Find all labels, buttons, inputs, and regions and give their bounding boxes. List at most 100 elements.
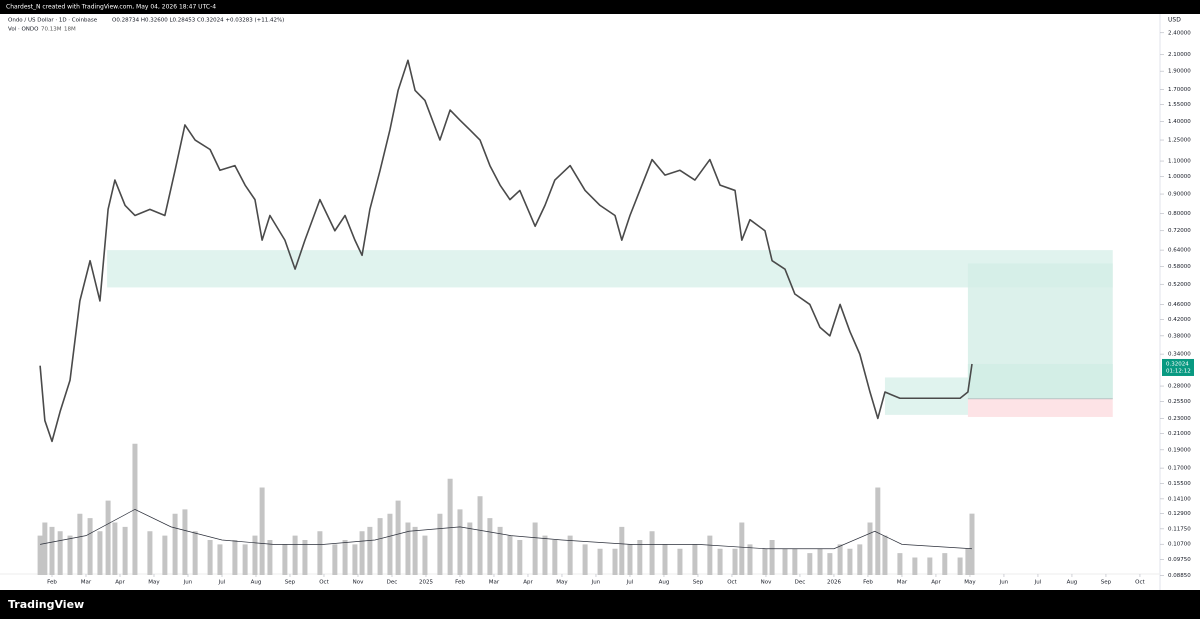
y-tick-label: 0.17000	[1168, 466, 1191, 472]
volume-ma: 18M	[64, 27, 76, 33]
y-tick-label: 2.40000	[1168, 30, 1191, 36]
y-tick-label: 0.52000	[1168, 282, 1191, 288]
volume-bar	[259, 487, 265, 575]
volume-bar	[532, 522, 538, 575]
x-tick-label: Mar	[81, 580, 92, 586]
y-tick-label: 1.00000	[1168, 174, 1191, 180]
volume-bar	[437, 513, 443, 575]
x-tick-label: Apr	[115, 580, 125, 586]
y-tick-label: 0.25500	[1168, 399, 1191, 405]
y-tick-label: 1.40000	[1168, 119, 1191, 125]
volume-bar	[969, 513, 975, 575]
volume-bar	[782, 548, 788, 575]
volume-bar	[342, 540, 348, 575]
volume-bar	[582, 544, 588, 575]
volume-bar	[637, 540, 643, 575]
y-tick-label: 0.72000	[1168, 228, 1191, 234]
x-tick-label: Nov	[761, 580, 772, 586]
volume-bar	[302, 540, 308, 575]
x-tick-label: Sep	[693, 580, 704, 586]
volume-bar	[692, 544, 698, 575]
volume-bar	[817, 548, 823, 575]
volume-bar	[867, 522, 873, 575]
price-tag	[1162, 358, 1194, 376]
volume-bar	[827, 553, 833, 575]
bottom-bar	[0, 590, 1200, 619]
y-tick-label: 0.90000	[1168, 192, 1191, 198]
volume-bar	[217, 544, 223, 575]
y-tick-label: 1.70000	[1168, 87, 1191, 93]
x-tick-label: Jul	[626, 580, 634, 586]
volume-bar	[37, 535, 43, 575]
volume-bar	[457, 509, 463, 575]
volume-bar	[207, 540, 213, 575]
volume-bar	[677, 548, 683, 575]
y-tick-label: 1.25000	[1168, 138, 1191, 144]
brand: TradingView	[8, 598, 84, 611]
y-tick-label: 0.19000	[1168, 447, 1191, 453]
x-tick-label: May	[148, 580, 160, 586]
volume-bar	[292, 535, 298, 575]
x-tick-label: Aug	[1067, 580, 1078, 586]
volume-bar	[912, 557, 918, 575]
volume-bar	[612, 548, 618, 575]
y-tick-label: 0.64000	[1168, 248, 1191, 254]
x-tick-label: Apr	[523, 580, 533, 586]
volume-ma-line	[40, 508, 973, 550]
x-tick-label: Sep	[285, 580, 296, 586]
symbol: Ondo / US Dollar · 1D · Coinbase	[8, 18, 98, 24]
volume-bar	[377, 518, 383, 575]
y-tick-label: 2.10000	[1168, 52, 1191, 58]
volume-bar	[122, 526, 128, 575]
volume-bar	[597, 548, 603, 575]
y-tick-label: 0.09750	[1168, 557, 1191, 563]
volume-bar	[619, 526, 625, 575]
volume-bar	[49, 526, 55, 575]
x-tick-label: Jun	[183, 580, 193, 586]
price-line	[39, 59, 973, 443]
y-tick-label: 1.55000	[1168, 102, 1191, 108]
volume-bar	[162, 535, 168, 575]
volume-bar	[387, 513, 393, 575]
volume-bar	[105, 500, 111, 575]
y-tick-label: 0.15500	[1168, 481, 1191, 487]
x-tick-label: Oct	[727, 580, 737, 586]
volume-bar	[897, 553, 903, 575]
volume-bar	[42, 522, 48, 575]
volume-bar	[192, 531, 198, 575]
volume-bar	[317, 531, 323, 575]
volume-bar	[807, 553, 813, 575]
volume-bar	[395, 500, 401, 575]
volume-bar	[957, 557, 963, 575]
y-tick-label: 0.38000	[1168, 333, 1191, 339]
x-tick-label: 2025	[419, 580, 433, 586]
x-tick-label: Oct	[319, 580, 329, 586]
volume-bar	[267, 540, 273, 575]
volume-bar	[542, 535, 548, 575]
top-bar	[0, 0, 1200, 14]
y-tick-label: 0.10700	[1168, 542, 1191, 548]
x-tick-label: Jul	[218, 580, 226, 586]
volume-bar	[352, 544, 358, 575]
volume-bar	[282, 544, 288, 575]
volume-bar	[412, 526, 418, 575]
x-tick-label: Mar	[489, 580, 500, 586]
volume-bar	[487, 518, 493, 575]
ohlc: O0.28734 H0.32600 L0.28453 C0.32024 +0.0…	[112, 18, 284, 24]
credit: Chardest_N created with TradingView.com,…	[6, 4, 216, 11]
volume-bar	[447, 478, 453, 575]
x-tick-label: Oct	[1135, 580, 1145, 586]
y-tick-label: 0.80000	[1168, 211, 1191, 217]
y-tick-label: 0.11750	[1168, 526, 1191, 532]
position-stop	[967, 398, 1113, 417]
volume-bar	[77, 513, 83, 575]
volume-bar	[517, 540, 523, 575]
volume-value: 70.13M	[41, 27, 62, 33]
volume-bar	[707, 535, 713, 575]
volume-bar	[67, 535, 73, 575]
volume-bar	[57, 531, 63, 575]
x-tick-label: May	[964, 580, 976, 586]
volume-bar	[367, 526, 373, 575]
volume-bar	[847, 548, 853, 575]
